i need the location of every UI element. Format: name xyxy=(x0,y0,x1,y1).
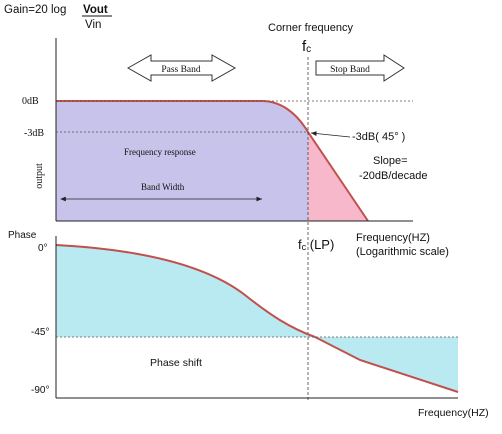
frequency-response-label: Frequency response xyxy=(124,147,196,157)
tick-minus-90-degrees: -90° xyxy=(31,385,49,396)
passband-area xyxy=(56,101,308,221)
magnitude-xlabel: Frequency(HZ) xyxy=(356,232,430,244)
gain-formula-label: Gain=20 log xyxy=(4,4,66,16)
phase-ylabel: Phase xyxy=(8,230,37,241)
phase-fill-upper xyxy=(56,245,315,337)
slope-label: Slope= xyxy=(373,155,408,167)
phase-plot: Phase 0° -45° -90° Phase shift Frequency… xyxy=(8,230,489,419)
bandwidth-label: Band Width xyxy=(141,182,185,192)
magnitude-curve xyxy=(56,100,369,222)
fc-label: fc xyxy=(302,38,311,55)
corner-frequency-label: Corner frequency xyxy=(268,22,353,34)
tick-minus-45-degrees: -45° xyxy=(31,327,49,338)
tick-0-degrees: 0° xyxy=(38,243,48,254)
magnitude-plot: Gain=20 log Vout Vin Corner frequency fc… xyxy=(4,4,449,400)
slope-value: -20dB/decade xyxy=(359,170,428,182)
fc-lp-label: fc (LP) xyxy=(298,237,334,252)
phase-shift-label: Phase shift xyxy=(150,357,202,369)
phase-fill-lower xyxy=(315,337,458,392)
phase-curve xyxy=(55,244,459,393)
pass-band-label: Pass Band xyxy=(161,65,201,75)
stop-band-arrow xyxy=(315,54,405,82)
stop-band-label: Stop Band xyxy=(330,65,370,75)
magnitude-xlabel-scale: (Logarithmic scale) xyxy=(356,246,449,258)
magnitude-ylabel: output xyxy=(34,163,45,189)
tick-0db: 0dB xyxy=(22,96,39,107)
svg-text:Gain=20 log: Gain=20 log xyxy=(4,4,66,16)
corner-annotation-leader xyxy=(310,131,351,138)
gain-fraction-numerator: Vout xyxy=(83,4,108,16)
pass-band-arrow xyxy=(126,54,237,82)
gain-fraction-denominator: Vin xyxy=(85,19,101,31)
corner-annotation-label: -3dB( 45° ) xyxy=(352,131,405,143)
phase-xlabel: Frequency(HZ) xyxy=(418,407,489,419)
tick-minus-3db: -3dB xyxy=(24,128,44,139)
